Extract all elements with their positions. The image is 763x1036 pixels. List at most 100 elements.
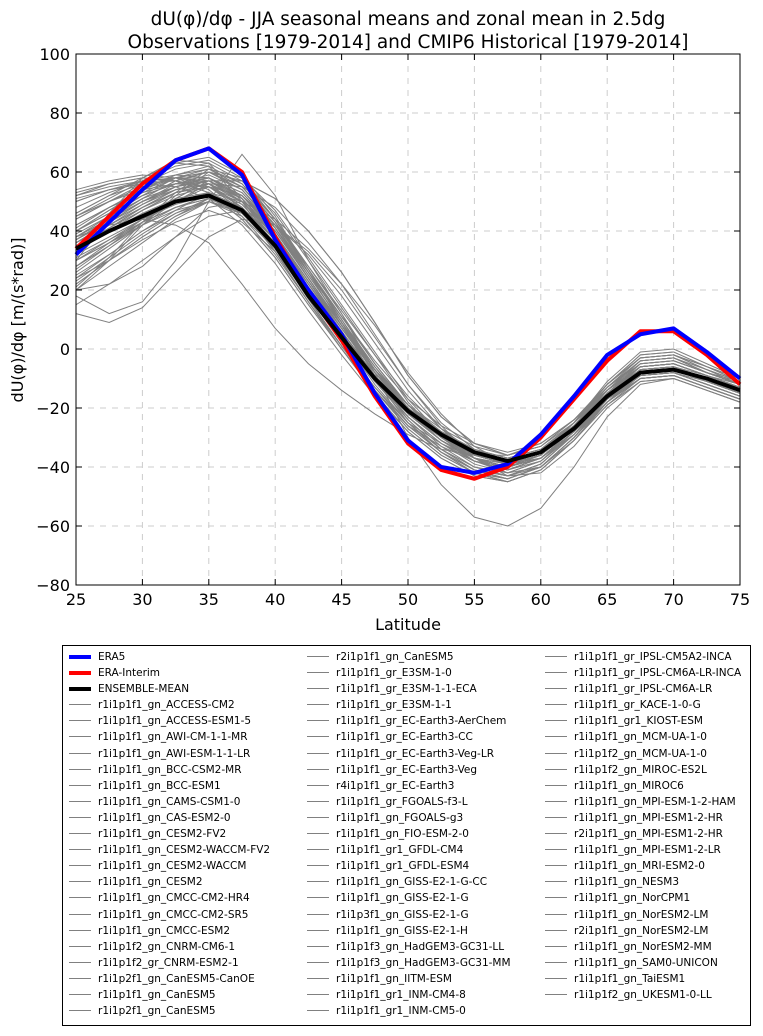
legend-label: r1i1p1f1_gn_MPI-ESM-1-2-HAM — [574, 795, 736, 808]
series-line-model — [75, 162, 741, 468]
legend-label: r1i1p2f1_gn_CanESM5 — [98, 1005, 216, 1018]
legend-label: r1i1p1f2_gn_MIROC-ES2L — [574, 763, 707, 776]
legend-swatch — [545, 704, 567, 706]
legend-label: r1i1p1f1_gn_NorCPM1 — [574, 892, 691, 905]
x-axis-label: Latitude — [375, 615, 441, 634]
legend-label: ERA5 — [98, 651, 126, 663]
legend-label: r1i1p3f1_gn_GISS-E2-1-G — [336, 908, 469, 921]
legend-label: r1i1p1f1_gr1_GFDL-CM4 — [336, 844, 464, 857]
legend-label: r1i1p1f1_gr_KACE-1-0-G — [574, 699, 701, 712]
x-tick-label: 25 — [66, 590, 86, 609]
legend-label: r1i1p1f1_gr_FGOALS-f3-L — [336, 795, 468, 808]
legend-swatch — [307, 816, 329, 818]
legend-swatch — [545, 656, 567, 657]
legend-swatch — [69, 977, 91, 979]
legend-swatch — [307, 833, 329, 835]
legend-swatch — [545, 800, 567, 802]
legend-label: r1i1p1f1_gn_MPI-ESM1-2-HR — [574, 811, 723, 824]
legend-label: r1i1p1f1_gr_EC-Earth3-Veg — [336, 763, 478, 776]
legend-label: r1i1p1f1_gr_EC-Earth3-Veg-LR — [336, 747, 494, 760]
legend-swatch — [545, 833, 567, 835]
y-tick-label: 40 — [50, 222, 70, 241]
legend-swatch — [69, 993, 91, 995]
legend-label: r1i1p1f3_gn_HadGEM3-GC31-MM — [336, 956, 511, 969]
legend-label: r1i1p1f1_gn_CMCC-CM2-SR5 — [98, 908, 249, 921]
x-tick-label: 75 — [730, 590, 750, 609]
x-tick-label: 55 — [464, 590, 484, 609]
legend-label: r1i1p1f1_gn_CMCC-ESM2 — [98, 924, 231, 937]
legend-label: r1i1p1f2_gn_CNRM-CM6-1 — [98, 940, 236, 953]
y-tick-label: 20 — [50, 281, 70, 300]
legend-label: r1i1p1f1_gn_NorESM2-MM — [574, 940, 712, 953]
legend-swatch — [69, 833, 91, 835]
legend-label: r1i1p1f1_gn_CESM2-WACCM — [98, 860, 247, 873]
legend-label: r1i1p1f1_gn_CMCC-CM2-HR4 — [98, 892, 250, 905]
legend-swatch — [69, 655, 91, 659]
legend-label: r1i1p1f1_gn_ACCESS-CM2 — [98, 699, 235, 712]
legend-swatch — [307, 720, 329, 722]
legend-swatch — [69, 881, 91, 883]
legend-swatch — [69, 816, 91, 818]
y-tick-label: 100 — [39, 45, 70, 64]
legend-label: r1i1p1f1_gn_CanESM5 — [98, 988, 216, 1001]
legend-swatch — [69, 913, 91, 915]
legend-label: r1i1p1f1_gn_SAM0-UNICON — [574, 956, 718, 969]
highlight-series-lines — [74, 146, 742, 481]
legend-swatch — [545, 816, 567, 818]
legend-swatch — [69, 897, 91, 899]
legend-swatch — [307, 945, 329, 947]
legend-label: r1i1p1f1_gn_GISS-E2-1-H — [336, 924, 468, 937]
legend-swatch — [69, 704, 91, 706]
legend: ERA5 ERA-Interim ENSEMBLE-MEAN r1i1p1f1_gn_… — [62, 645, 751, 1026]
legend-swatch — [69, 687, 91, 692]
legend-swatch — [545, 977, 567, 979]
x-tick-label: 50 — [398, 590, 418, 609]
series-line-model — [75, 198, 741, 468]
series-line-model — [75, 171, 741, 474]
legend-swatch — [545, 672, 567, 674]
y-tick-label: −80 — [36, 576, 70, 595]
legend-swatch — [69, 800, 91, 802]
x-tick-label: 60 — [531, 590, 551, 609]
legend-swatch — [69, 671, 91, 676]
legend-swatch — [307, 1010, 329, 1012]
series-line-model — [75, 162, 741, 471]
legend-label: r1i1p1f1_gn_ACCESS-ESM1-5 — [98, 715, 252, 728]
chart-title: dU(φ)/dφ - JJA seasonal means and zonal … — [151, 9, 666, 30]
legend-label: r1i1p1f1_gr_IPSL-CM5A2-INCA — [574, 651, 732, 663]
series-line-model — [75, 171, 741, 465]
legend-swatch — [307, 656, 329, 657]
legend-label: ENSEMBLE-MEAN — [98, 683, 190, 696]
legend-label: r4i1p1f1_gr_EC-Earth3 — [336, 779, 455, 792]
legend-swatch — [69, 752, 91, 754]
legend-label: r1i1p1f1_gn_CAMS-CSM1-0 — [98, 795, 241, 808]
legend-swatch — [307, 736, 329, 738]
legend-swatch — [307, 929, 329, 931]
x-tick-label: 40 — [265, 590, 285, 609]
legend-label: r1i1p1f1_gn_FIO-ESM-2-0 — [336, 828, 469, 841]
series-line-model — [75, 180, 741, 456]
legend-swatch — [307, 881, 329, 883]
legend-swatch — [307, 704, 329, 706]
y-axis-label: dU(φ)/dφ [m/(s*rad)] — [8, 238, 27, 403]
legend-label: r1i1p1f1_gn_MCM-UA-1-0 — [574, 731, 707, 744]
legend-label: r1i1p1f1_gr1_GFDL-ESM4 — [336, 860, 470, 873]
legend-label: r1i1p1f1_gn_GISS-E2-1-G — [336, 892, 469, 905]
legend-swatch — [545, 736, 567, 738]
legend-swatch — [307, 849, 329, 851]
y-tick-label: 60 — [50, 163, 70, 182]
y-tick-label: 0 — [60, 340, 70, 359]
legend-label: r1i1p1f1_gn_TaiESM1 — [574, 972, 686, 985]
legend-label: ERA-Interim — [98, 667, 161, 680]
legend-label: r2i1p1f1_gn_CanESM5 — [336, 651, 454, 663]
legend-label: r1i1p1f1_gn_IITM-ESM — [336, 972, 452, 985]
legend-swatch — [307, 993, 329, 995]
legend-swatch — [545, 881, 567, 883]
x-tick-label: 30 — [132, 590, 152, 609]
legend-label: r2i1p1f1_gn_NorESM2-LM — [574, 924, 709, 937]
x-tick-label: 70 — [663, 590, 683, 609]
legend-swatch — [545, 752, 567, 754]
legend-label: r1i1p1f1_gn_FGOALS-g3 — [336, 811, 464, 824]
series-line-model — [75, 174, 741, 480]
legend-swatch — [69, 736, 91, 738]
